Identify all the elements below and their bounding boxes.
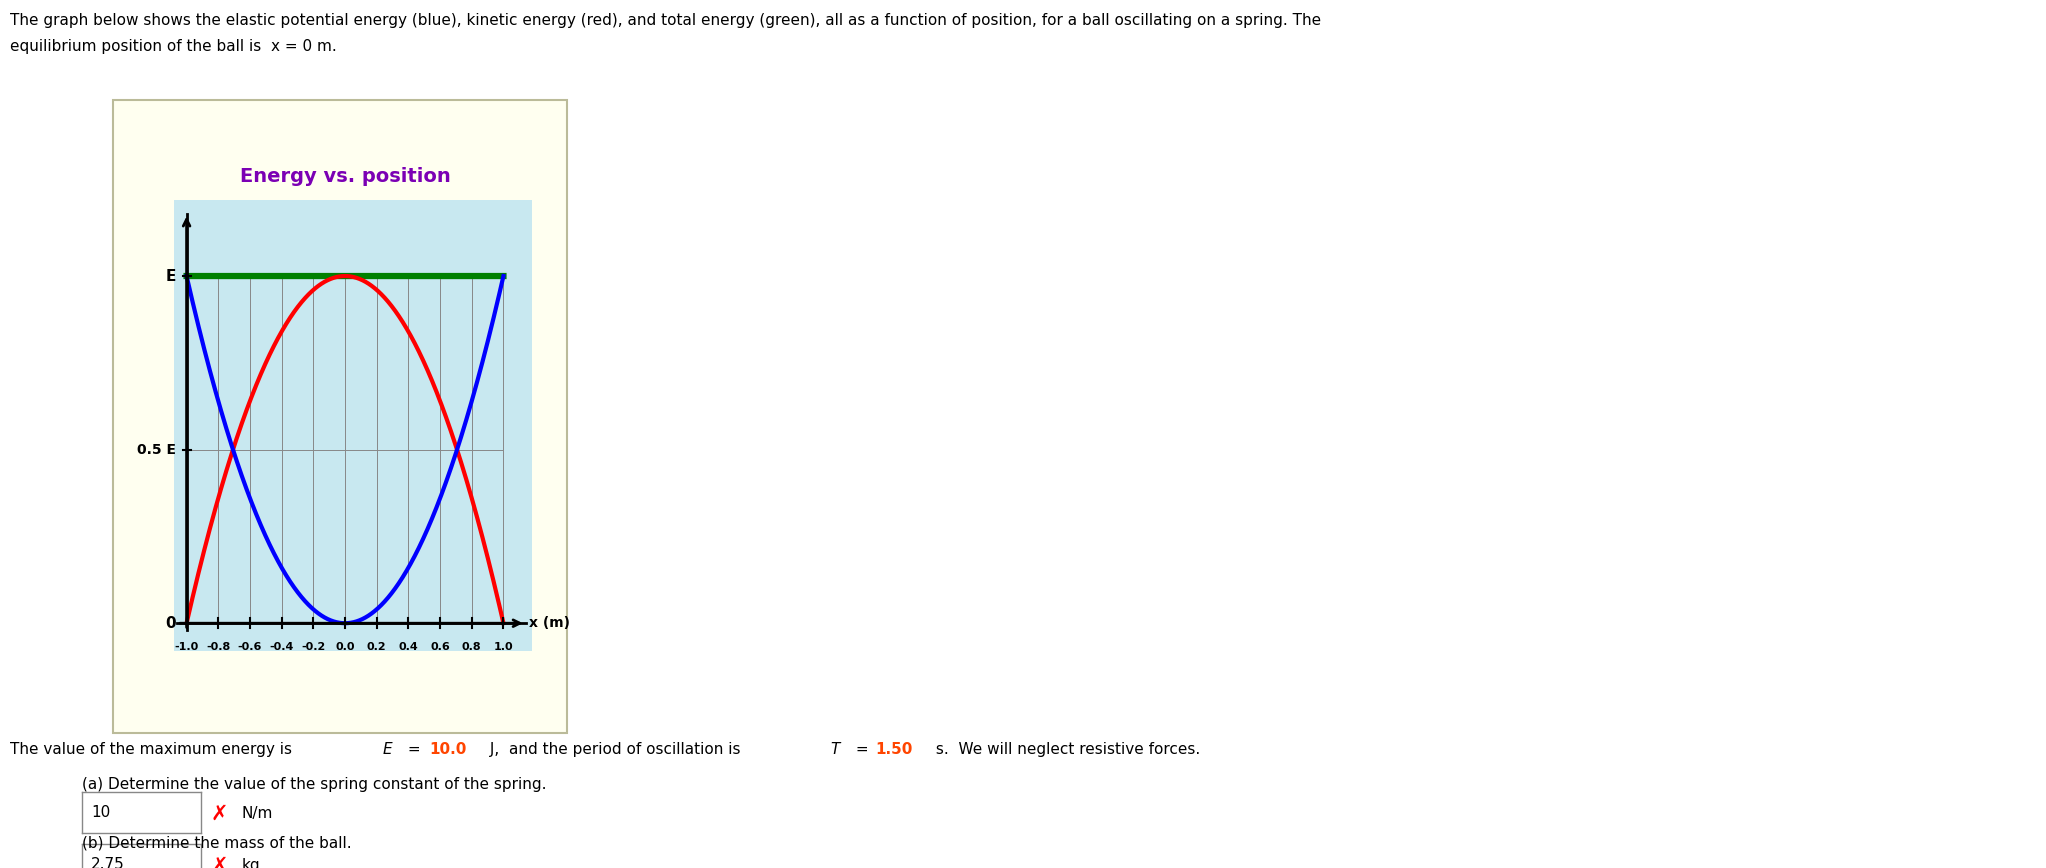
Text: s.  We will neglect resistive forces.: s. We will neglect resistive forces. xyxy=(931,742,1201,757)
Text: J,  and the period of oscillation is: J, and the period of oscillation is xyxy=(485,742,751,757)
Text: 0.8: 0.8 xyxy=(462,642,481,653)
Text: equilibrium position of the ball is  x = 0 m.: equilibrium position of the ball is x = … xyxy=(10,39,338,54)
Text: 10.0: 10.0 xyxy=(430,742,466,757)
Text: -0.2: -0.2 xyxy=(301,642,325,653)
Text: -0.6: -0.6 xyxy=(237,642,262,653)
Text: E: E xyxy=(166,268,176,284)
Text: =: = xyxy=(403,742,426,757)
Text: x (m): x (m) xyxy=(528,616,569,630)
Text: (b) Determine the mass of the ball.: (b) Determine the mass of the ball. xyxy=(82,835,352,850)
Text: 2.75: 2.75 xyxy=(92,857,125,868)
Text: ✗: ✗ xyxy=(211,803,229,824)
Text: (a) Determine the value of the spring constant of the spring.: (a) Determine the value of the spring co… xyxy=(82,777,546,792)
Text: Energy vs. position: Energy vs. position xyxy=(239,167,450,186)
Text: The value of the maximum energy is: The value of the maximum energy is xyxy=(10,742,303,757)
Text: The graph below shows the elastic potential energy (blue), kinetic energy (red),: The graph below shows the elastic potent… xyxy=(10,13,1322,28)
Text: -0.4: -0.4 xyxy=(270,642,295,653)
Text: kg: kg xyxy=(241,858,260,868)
Text: =: = xyxy=(851,742,874,757)
Text: T: T xyxy=(831,742,841,757)
Text: -0.8: -0.8 xyxy=(207,642,231,653)
Text: 10: 10 xyxy=(92,805,110,820)
Text: 0.0: 0.0 xyxy=(336,642,354,653)
Text: 0.4: 0.4 xyxy=(399,642,417,653)
Text: -1.0: -1.0 xyxy=(174,642,198,653)
Text: E: E xyxy=(383,742,393,757)
Text: 0.5 E: 0.5 E xyxy=(137,443,176,457)
Text: N/m: N/m xyxy=(241,806,272,821)
Text: ✗: ✗ xyxy=(211,855,229,868)
Text: 1.0: 1.0 xyxy=(493,642,514,653)
Text: 0: 0 xyxy=(166,615,176,631)
Text: 0.2: 0.2 xyxy=(366,642,387,653)
Text: 0.6: 0.6 xyxy=(430,642,450,653)
Text: 1.50: 1.50 xyxy=(876,742,913,757)
